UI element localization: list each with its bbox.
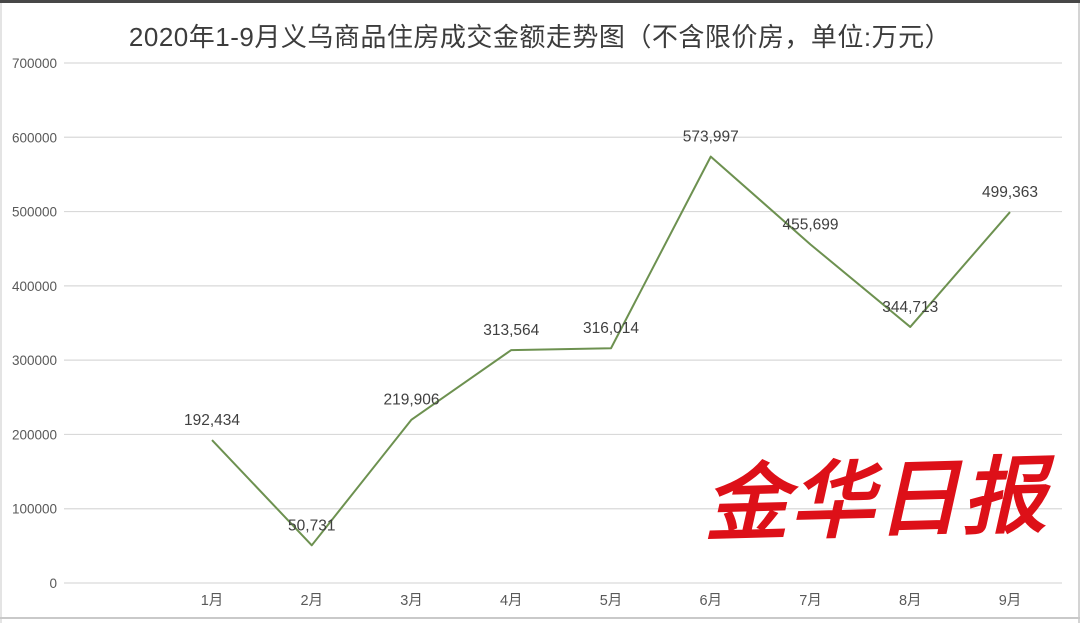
y-tick-label: 600000: [12, 130, 57, 145]
x-tick-label: 3月: [400, 593, 423, 609]
data-label: 573,997: [683, 129, 739, 146]
y-tick-label: 0: [49, 576, 57, 591]
y-tick-label: 200000: [12, 427, 57, 442]
y-tick-label: 100000: [12, 502, 57, 517]
data-label: 313,564: [483, 322, 539, 339]
bottom-border: [0, 617, 1080, 619]
x-tick-label: 4月: [500, 593, 523, 609]
x-tick-label: 8月: [899, 593, 922, 609]
right-border: [1078, 3, 1080, 623]
y-tick-label: 700000: [12, 56, 57, 71]
x-tick-label: 5月: [600, 593, 623, 609]
data-label: 344,713: [882, 299, 938, 316]
x-tick-label: 9月: [999, 593, 1022, 609]
chart-title: 2020年1-9月义乌商品住房成交金额走势图（不含限价房，单位:万元）: [128, 22, 952, 52]
data-label: 499,363: [982, 184, 1038, 201]
y-tick-label: 300000: [12, 353, 57, 368]
data-label: 316,014: [583, 320, 639, 337]
trend-line: [211, 155, 1011, 547]
data-label: 50,731: [288, 517, 335, 534]
data-label: 455,699: [782, 216, 838, 233]
data-label: 192,434: [184, 412, 240, 429]
data-label: 219,906: [383, 392, 439, 409]
x-tick-label: 1月: [201, 593, 224, 609]
left-border: [0, 3, 2, 623]
x-tick-label: 6月: [699, 593, 722, 609]
x-tick-label: 7月: [799, 593, 822, 609]
x-tick-label: 2月: [300, 593, 323, 609]
y-tick-label: 500000: [12, 205, 57, 220]
y-tick-label: 400000: [12, 279, 57, 294]
top-border: [0, 0, 1080, 3]
